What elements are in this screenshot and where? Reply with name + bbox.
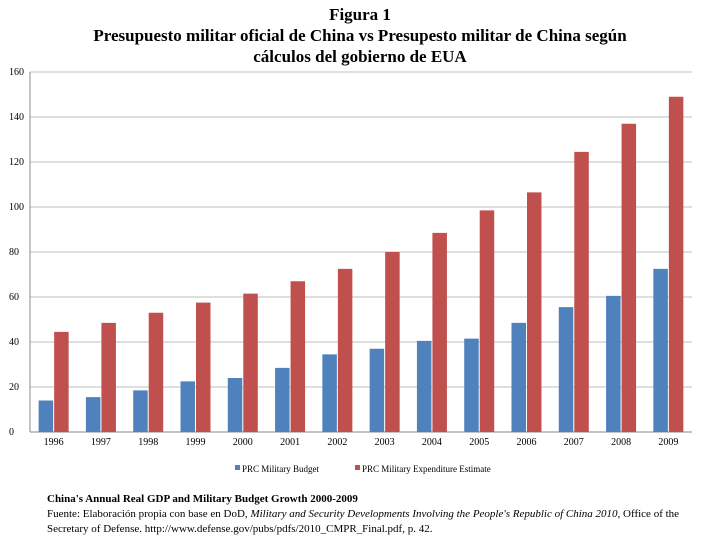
y-tick-label: 100 xyxy=(9,202,24,213)
x-tick-label: 2004 xyxy=(422,437,442,448)
expenditure-bar xyxy=(243,293,258,432)
x-tick-label: 2002 xyxy=(327,437,347,448)
y-tick-label: 40 xyxy=(9,337,19,348)
expenditure-bar xyxy=(337,268,353,432)
budget-bar xyxy=(85,397,101,432)
expenditure-bar xyxy=(290,281,306,432)
bar-chart: 0 20 40 60 80 100 120 140 160 1996 1997 1998 1999 200… xyxy=(9,67,692,474)
chart-title-line-3: cálculos del gobierno de EUA xyxy=(253,47,467,66)
y-tick-label: 60 xyxy=(9,292,19,303)
x-tick-label: 2009 xyxy=(658,437,678,448)
x-tick-label: 1997 xyxy=(91,437,111,448)
budget-bar xyxy=(133,390,148,432)
y-tick-label: 140 xyxy=(9,112,24,123)
expenditure-bar xyxy=(668,96,684,432)
source-note: China's Annual Real GDP and Military Bud… xyxy=(47,492,697,537)
source-citation: Fuente: Elaboración propia con base en D… xyxy=(47,507,697,537)
y-tick-label: 80 xyxy=(9,247,19,258)
expenditure-bar xyxy=(432,232,447,432)
source-suffix: Office of the Secretary of Defense. http… xyxy=(47,508,680,535)
budget-bar xyxy=(606,295,621,432)
expenditure-bar xyxy=(385,252,400,432)
chart-title-line-1: Figura 1 xyxy=(329,5,391,24)
chart-title-line-2: Presupuesto militar oficial de China vs … xyxy=(93,26,627,45)
chart-title: Figura 1 Presupuesto militar oficial de … xyxy=(0,4,720,67)
expenditure-bar xyxy=(54,331,69,432)
x-tick-label: 2001 xyxy=(280,437,300,448)
y-tick-label: 0 xyxy=(9,427,14,438)
budget-bar xyxy=(180,381,195,432)
budget-bar xyxy=(227,378,243,432)
budget-bar xyxy=(275,367,290,432)
budget-bar xyxy=(416,340,432,432)
x-tick-label: 2006 xyxy=(517,437,537,448)
legend-swatch xyxy=(235,465,240,470)
source-prefix: Fuente: Elaboración propia con base en D… xyxy=(47,508,251,520)
budget-bar xyxy=(322,354,337,432)
budget-bar xyxy=(653,268,668,432)
x-tick-label: 2000 xyxy=(233,437,253,448)
y-tick-label: 120 xyxy=(9,157,24,168)
expenditure-bar xyxy=(196,302,211,432)
budget-bar xyxy=(38,400,54,432)
budget-bar xyxy=(369,348,385,432)
x-tick-label: 2003 xyxy=(375,437,395,448)
expenditure-bar xyxy=(574,151,589,432)
budget-bar xyxy=(511,322,526,432)
source-heading: China's Annual Real GDP and Military Bud… xyxy=(47,493,358,505)
budget-bar xyxy=(464,338,479,432)
legend-swatch xyxy=(355,465,360,470)
legend-label: PRC Military Expenditure Estimate xyxy=(362,464,491,474)
source-italic-title: Military and Security Developments Invol… xyxy=(250,508,621,520)
x-tick-label: 1999 xyxy=(186,437,206,448)
expenditure-bar xyxy=(148,312,164,432)
budget-bar xyxy=(558,307,574,432)
expenditure-bar xyxy=(527,192,542,432)
x-tick-label: 2005 xyxy=(469,437,489,448)
x-tick-label: 1998 xyxy=(138,437,158,448)
x-tick-label: 1996 xyxy=(44,437,64,448)
y-tick-label: 20 xyxy=(9,382,19,393)
x-tick-label: 2008 xyxy=(611,437,631,448)
y-tick-label: 160 xyxy=(9,67,24,78)
expenditure-bar xyxy=(621,123,637,432)
legend-label: PRC Military Budget xyxy=(242,464,320,474)
x-tick-label: 2007 xyxy=(564,437,584,448)
expenditure-bar xyxy=(101,322,116,432)
expenditure-bar xyxy=(479,210,495,432)
